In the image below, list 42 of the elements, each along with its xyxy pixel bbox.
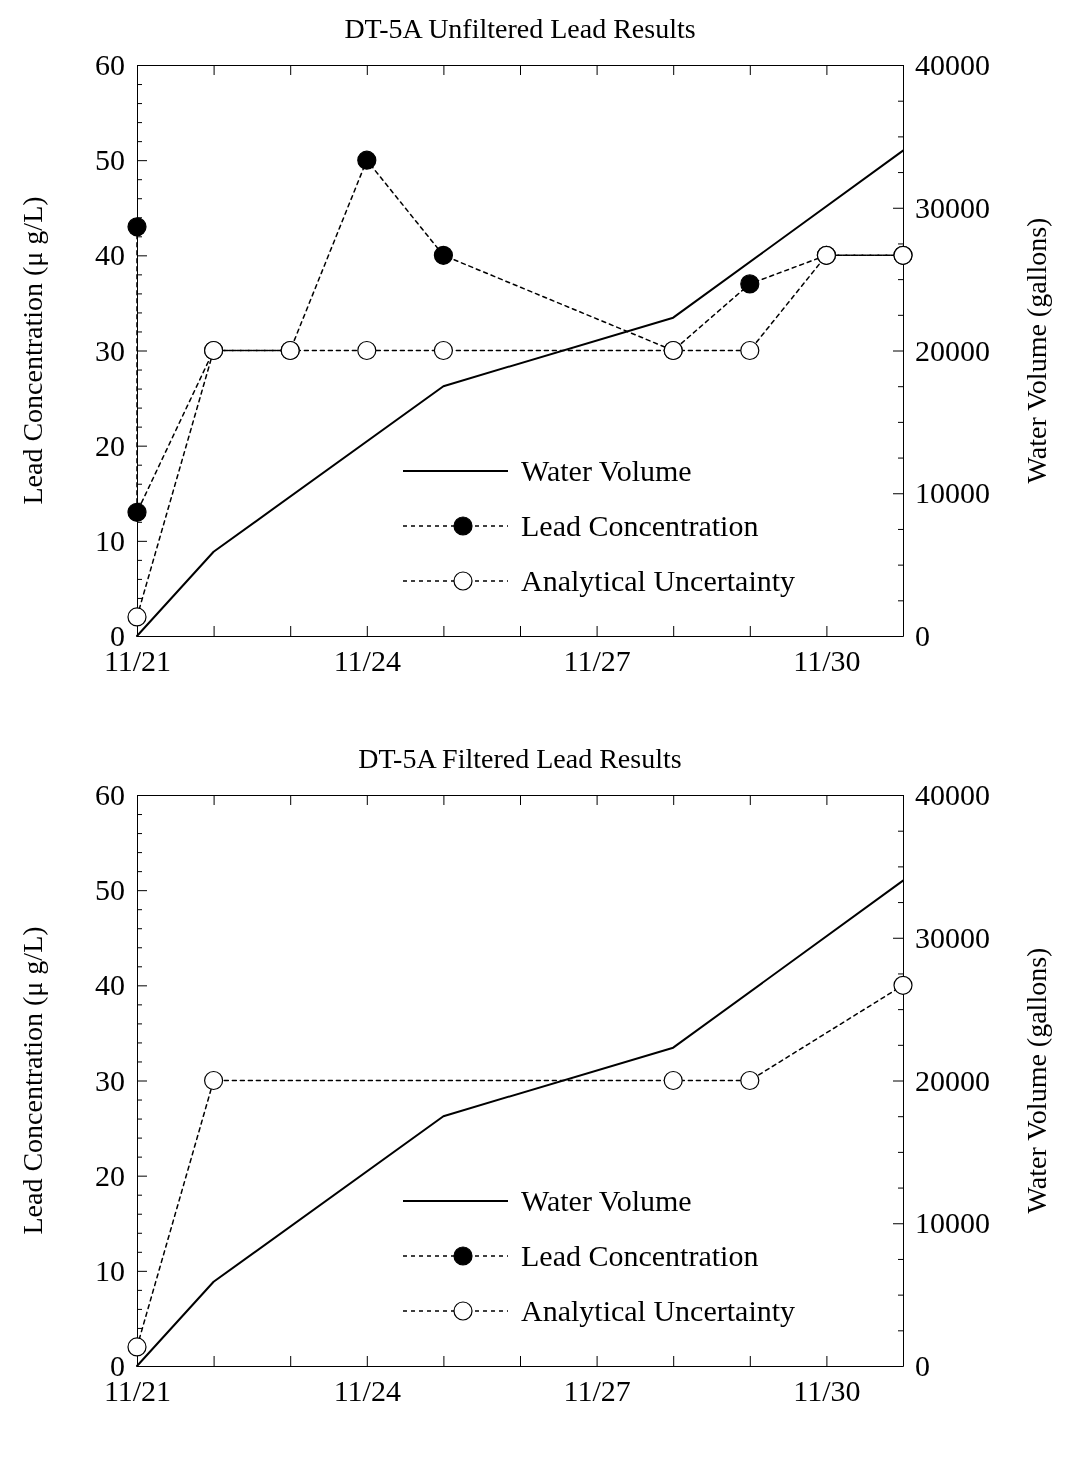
chart-title: DT-5A Unfiltered Lead Results	[344, 13, 696, 44]
chart-title: DT-5A Filtered Lead Results	[358, 743, 682, 774]
x-tick-label: 11/30	[793, 644, 861, 678]
y2-tick-label: 30000	[915, 190, 990, 224]
y-tick-label: 10	[95, 523, 125, 557]
x-tick-label: 11/27	[563, 644, 631, 678]
y-tick-label: 40	[95, 238, 125, 272]
y-tick-label: 50	[95, 143, 125, 177]
legend-label: Water Volume	[521, 454, 692, 487]
y-tick-label: 60	[95, 48, 125, 82]
y2-tick-label: 40000	[915, 48, 990, 82]
y-tick-label: 50	[95, 873, 125, 907]
y-tick-label: 60	[95, 778, 125, 812]
legend-label: Lead Concentration	[521, 1239, 759, 1272]
y2-tick-label: 0	[915, 1349, 930, 1383]
y-tick-label: 30	[95, 333, 125, 367]
x-tick-label: 11/27	[563, 1374, 631, 1408]
y-tick-label: 40	[95, 968, 125, 1002]
legend-label: Lead Concentration	[521, 509, 759, 542]
y-tick-label: 10	[95, 1253, 125, 1287]
y2-tick-label: 40000	[915, 778, 990, 812]
y-axis-title: Lead Concentration (μ g/L)	[17, 196, 48, 505]
y-tick-label: 30	[95, 1063, 125, 1097]
y2-axis-title: Water Volume (gallons)	[1021, 217, 1052, 484]
legend-label: Water Volume	[521, 1184, 692, 1217]
y2-axis-title: Water Volume (gallons)	[1021, 947, 1052, 1214]
x-tick-label: 11/24	[333, 644, 401, 678]
y-tick-label: 20	[95, 428, 125, 462]
legend-label: Analytical Uncertainty	[521, 564, 796, 597]
x-tick-label: 11/30	[793, 1374, 861, 1408]
y-tick-label: 20	[95, 1158, 125, 1192]
y2-tick-label: 10000	[915, 476, 990, 510]
y2-tick-label: 20000	[915, 333, 990, 367]
y2-tick-label: 30000	[915, 920, 990, 954]
y2-tick-label: 20000	[915, 1063, 990, 1097]
y-tick-label: 0	[110, 1349, 125, 1383]
legend-label: Analytical Uncertainty	[521, 1294, 796, 1327]
y2-tick-label: 0	[915, 619, 930, 653]
x-tick-label: 11/24	[333, 1374, 401, 1408]
y-tick-label: 0	[110, 619, 125, 653]
y-axis-title: Lead Concentration (μ g/L)	[17, 926, 48, 1235]
y2-tick-label: 10000	[915, 1206, 990, 1240]
